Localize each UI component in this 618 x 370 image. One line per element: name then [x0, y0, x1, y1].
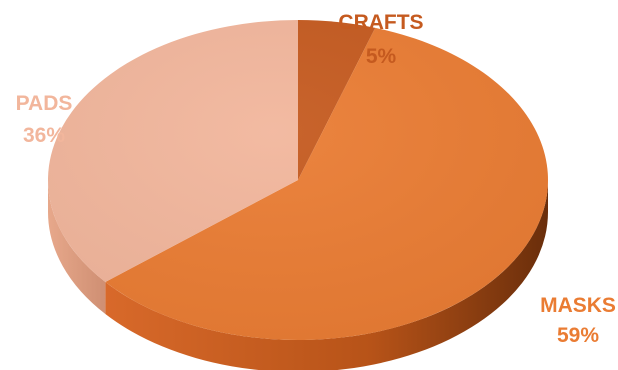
slice-side-pads	[48, 180, 106, 314]
slice-label-crafts: CRAFTS	[338, 11, 423, 34]
slice-value-crafts: 5%	[366, 45, 397, 68]
slice-value-pads: 36%	[23, 124, 65, 147]
slice-side-masks	[105, 180, 548, 370]
pie-top-shading	[48, 20, 548, 340]
slice-label-masks: MASKS	[540, 294, 616, 317]
slice-value-masks: 59%	[557, 324, 599, 347]
slice-label-pads: PADS	[16, 92, 73, 115]
